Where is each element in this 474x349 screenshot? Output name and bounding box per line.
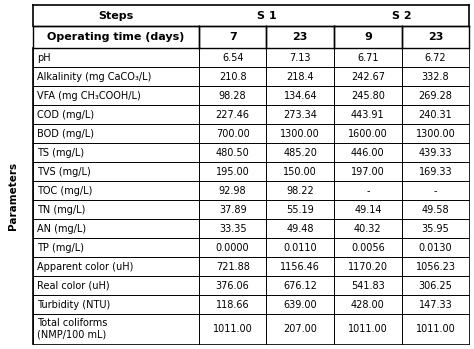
Text: 49.58: 49.58 xyxy=(422,205,449,215)
Text: 245.80: 245.80 xyxy=(351,91,385,101)
Text: Turbidity (NTU): Turbidity (NTU) xyxy=(37,300,110,310)
Text: 439.33: 439.33 xyxy=(419,148,452,158)
Text: 169.33: 169.33 xyxy=(419,167,452,177)
Text: 240.31: 240.31 xyxy=(419,110,452,120)
Text: 541.83: 541.83 xyxy=(351,281,385,291)
Text: Operating time (days): Operating time (days) xyxy=(47,32,185,42)
Text: 1011.00: 1011.00 xyxy=(213,324,253,334)
Text: -: - xyxy=(434,186,437,196)
Text: 6.54: 6.54 xyxy=(222,53,244,63)
Text: 1011.00: 1011.00 xyxy=(348,324,388,334)
Text: 269.28: 269.28 xyxy=(419,91,452,101)
Text: 273.34: 273.34 xyxy=(283,110,317,120)
Text: 1300.00: 1300.00 xyxy=(281,129,320,139)
Text: 676.12: 676.12 xyxy=(283,281,317,291)
Text: 6.71: 6.71 xyxy=(357,53,379,63)
Text: 242.67: 242.67 xyxy=(351,72,385,82)
Text: 23: 23 xyxy=(428,32,443,42)
Text: 443.91: 443.91 xyxy=(351,110,385,120)
Text: Steps: Steps xyxy=(99,10,134,21)
Text: 1300.00: 1300.00 xyxy=(416,129,456,139)
Text: Total coliforms
(NMP/100 mL): Total coliforms (NMP/100 mL) xyxy=(37,318,107,340)
Text: 227.46: 227.46 xyxy=(216,110,250,120)
Text: 55.19: 55.19 xyxy=(286,205,314,215)
Text: 485.20: 485.20 xyxy=(283,148,317,158)
Text: 218.4: 218.4 xyxy=(286,72,314,82)
Text: BOD (mg/L): BOD (mg/L) xyxy=(37,129,94,139)
Text: 6.72: 6.72 xyxy=(425,53,447,63)
Text: AN (mg/L): AN (mg/L) xyxy=(37,224,86,234)
Text: Apparent color (uH): Apparent color (uH) xyxy=(37,262,133,272)
Text: 1011.00: 1011.00 xyxy=(416,324,456,334)
Text: -: - xyxy=(366,186,370,196)
Text: 49.48: 49.48 xyxy=(286,224,314,234)
Text: 195.00: 195.00 xyxy=(216,167,250,177)
Text: 98.22: 98.22 xyxy=(286,186,314,196)
Text: 721.88: 721.88 xyxy=(216,262,250,272)
Text: 150.00: 150.00 xyxy=(283,167,317,177)
Text: 446.00: 446.00 xyxy=(351,148,385,158)
Text: TVS (mg/L): TVS (mg/L) xyxy=(37,167,91,177)
Text: 35.95: 35.95 xyxy=(421,224,449,234)
Text: 480.50: 480.50 xyxy=(216,148,250,158)
Text: 332.8: 332.8 xyxy=(422,72,449,82)
Text: 23: 23 xyxy=(292,32,308,42)
Text: Real color (uH): Real color (uH) xyxy=(37,281,109,291)
Text: 9: 9 xyxy=(364,32,372,42)
Text: 376.06: 376.06 xyxy=(216,281,250,291)
Text: 197.00: 197.00 xyxy=(351,167,385,177)
Text: 92.98: 92.98 xyxy=(219,186,246,196)
Text: 49.14: 49.14 xyxy=(354,205,382,215)
Text: Alkalinity (mg CaCO₃/L): Alkalinity (mg CaCO₃/L) xyxy=(37,72,151,82)
Text: 134.64: 134.64 xyxy=(283,91,317,101)
Text: 0.0000: 0.0000 xyxy=(216,243,249,253)
Text: TS (mg/L): TS (mg/L) xyxy=(37,148,84,158)
Text: 98.28: 98.28 xyxy=(219,91,246,101)
Text: 428.00: 428.00 xyxy=(351,300,385,310)
Text: 1600.00: 1600.00 xyxy=(348,129,388,139)
Text: 147.33: 147.33 xyxy=(419,300,452,310)
Text: 7.13: 7.13 xyxy=(290,53,311,63)
Text: 0.0110: 0.0110 xyxy=(283,243,317,253)
Text: 639.00: 639.00 xyxy=(283,300,317,310)
Text: 210.8: 210.8 xyxy=(219,72,246,82)
Text: 700.00: 700.00 xyxy=(216,129,250,139)
Text: 118.66: 118.66 xyxy=(216,300,249,310)
Text: COD (mg/L): COD (mg/L) xyxy=(37,110,94,120)
Text: 40.32: 40.32 xyxy=(354,224,382,234)
Text: 1156.46: 1156.46 xyxy=(280,262,320,272)
Text: 0.0056: 0.0056 xyxy=(351,243,385,253)
Text: 1056.23: 1056.23 xyxy=(416,262,456,272)
Text: VFA (mg CH₃COOH/L): VFA (mg CH₃COOH/L) xyxy=(37,91,141,101)
Text: TOC (mg/L): TOC (mg/L) xyxy=(37,186,92,196)
Text: Parameters: Parameters xyxy=(8,162,18,230)
Text: 0.0130: 0.0130 xyxy=(419,243,452,253)
Text: 306.25: 306.25 xyxy=(419,281,452,291)
Text: TN (mg/L): TN (mg/L) xyxy=(37,205,85,215)
Text: TP (mg/L): TP (mg/L) xyxy=(37,243,84,253)
Text: S 2: S 2 xyxy=(392,10,411,21)
Text: pH: pH xyxy=(37,53,51,63)
Text: 7: 7 xyxy=(229,32,237,42)
Text: 33.35: 33.35 xyxy=(219,224,246,234)
Text: 207.00: 207.00 xyxy=(283,324,317,334)
Text: 1170.20: 1170.20 xyxy=(348,262,388,272)
Text: S 1: S 1 xyxy=(256,10,276,21)
Text: 37.89: 37.89 xyxy=(219,205,246,215)
